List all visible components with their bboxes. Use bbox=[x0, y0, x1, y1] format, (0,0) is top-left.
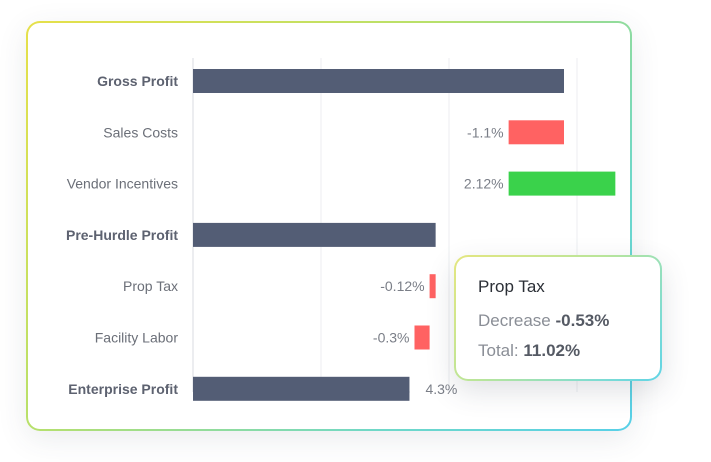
tooltip-decrease-value: -0.53% bbox=[555, 311, 610, 330]
tooltip-title: Prop Tax bbox=[478, 277, 545, 296]
bar-prop-tax[interactable] bbox=[429, 274, 436, 299]
category-label: Sales Costs bbox=[103, 124, 178, 140]
tooltip-total-row: Total: 11.02% bbox=[478, 341, 638, 361]
bar-vendor-incentives[interactable] bbox=[508, 171, 616, 196]
category-label: Pre-Hurdle Profit bbox=[66, 227, 178, 243]
tooltip-body: Prop Tax Decrease -0.53% Total: 11.02% bbox=[456, 257, 660, 379]
value-label: -1.1% bbox=[467, 124, 504, 140]
category-label: Gross Profit bbox=[97, 73, 178, 89]
bar-sales-costs[interactable] bbox=[508, 120, 564, 145]
category-label: Prop Tax bbox=[123, 278, 178, 294]
value-label: 4.3% bbox=[425, 381, 457, 397]
category-label: Vendor Incentives bbox=[67, 176, 178, 192]
category-label: Enterprise Profit bbox=[68, 381, 178, 397]
tooltip-decrease-row: Decrease -0.53% bbox=[478, 311, 638, 331]
bar-enterprise-profit[interactable] bbox=[193, 376, 410, 401]
tooltip: Prop Tax Decrease -0.53% Total: 11.02% bbox=[454, 255, 662, 381]
value-label: 2.12% bbox=[464, 176, 504, 192]
value-label: -0.12% bbox=[380, 278, 424, 294]
bar-facility-labor[interactable] bbox=[414, 325, 430, 350]
value-label: -0.3% bbox=[373, 330, 410, 346]
tooltip-total-value: 11.02% bbox=[523, 341, 581, 360]
tooltip-decrease-label: Decrease bbox=[478, 311, 551, 330]
bar-pre-hurdle-profit[interactable] bbox=[193, 222, 436, 247]
category-label: Facility Labor bbox=[95, 330, 179, 346]
bar-gross-profit[interactable] bbox=[193, 69, 564, 93]
tooltip-total-label: Total: bbox=[478, 341, 519, 360]
